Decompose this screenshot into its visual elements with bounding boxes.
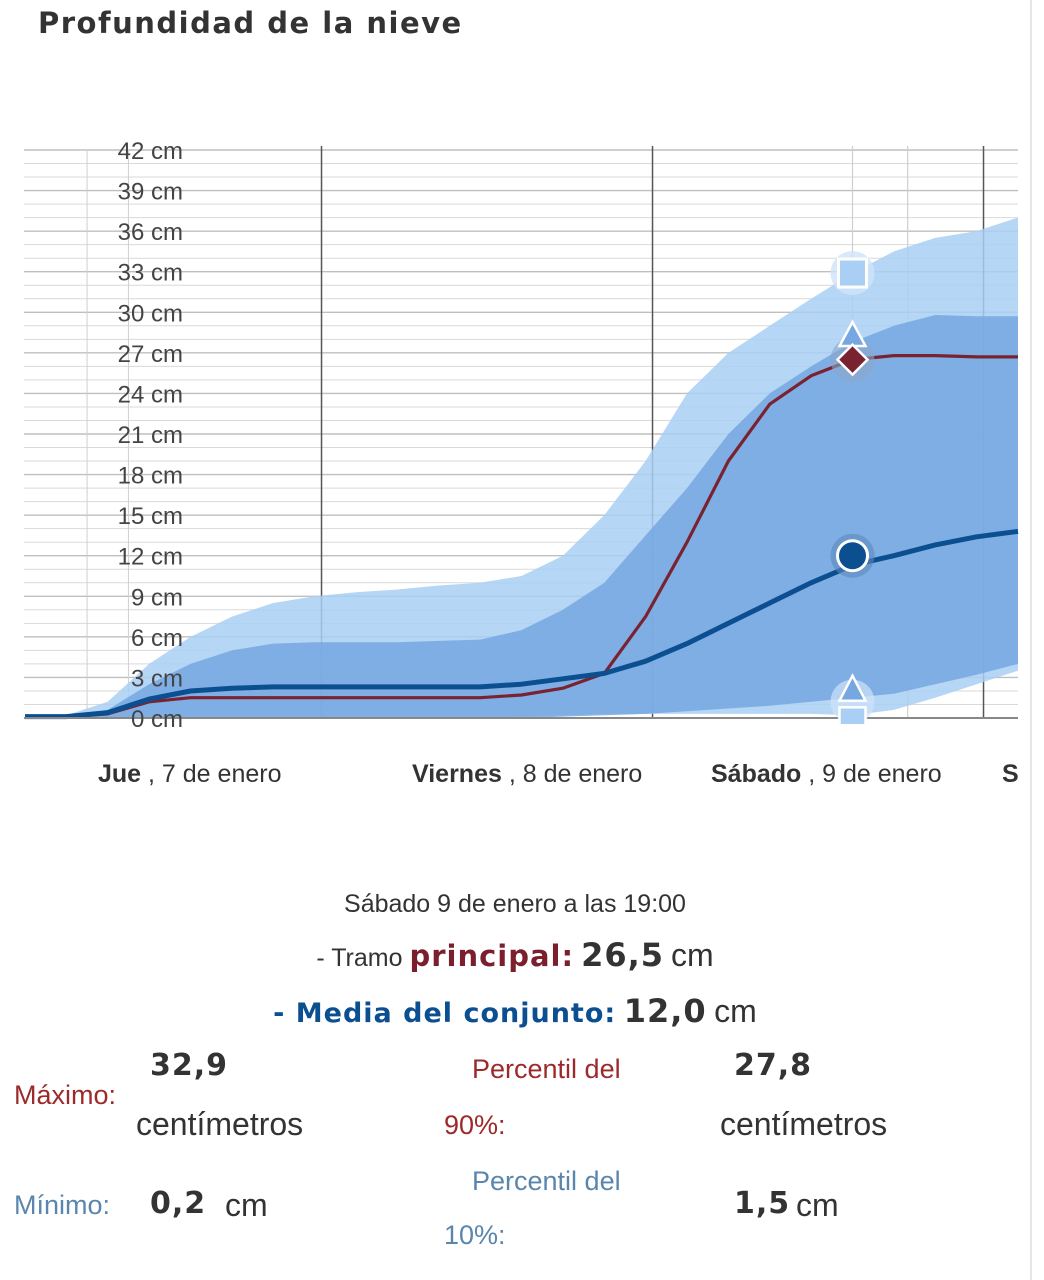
max-value: 32,9	[150, 1048, 229, 1083]
day-label: S	[1002, 760, 1019, 788]
main-run-prefix: - Tramo	[316, 944, 410, 972]
p90-unit: centímetros	[720, 1106, 888, 1142]
max-label: Máximo:	[14, 1080, 117, 1110]
y-tick-label: 9 cm	[131, 584, 183, 611]
main-run-readout: - Tramo principal: 26,5 cm	[0, 936, 1030, 974]
x-axis-day-labels: Jue , 7 de enero Viernes , 8 de enero Sába…	[98, 760, 1019, 788]
min-value: 0,2	[150, 1186, 207, 1221]
p90-value: 27,8	[734, 1048, 813, 1083]
day-label: Jue , 7 de enero	[98, 760, 281, 788]
y-tick-label: 0 cm	[131, 706, 183, 733]
min-marker	[838, 706, 867, 727]
min-unit: cm	[225, 1187, 268, 1223]
p10-marker	[837, 673, 868, 702]
y-tick-label: 27 cm	[118, 341, 183, 368]
y-tick-label: 33 cm	[118, 260, 183, 287]
p10-value: 1,5	[734, 1186, 791, 1221]
y-tick-label: 15 cm	[118, 503, 183, 530]
p10-label-line2: 10%:	[444, 1220, 506, 1250]
main-run-unit: cm	[670, 937, 714, 973]
mean-marker	[836, 539, 869, 573]
y-tick-label: 39 cm	[118, 179, 183, 206]
main-run-value: 26,5	[581, 936, 665, 974]
p90-label-line1: Percentil del	[472, 1054, 621, 1084]
right-border	[1030, 0, 1032, 1280]
y-tick-label: 6 cm	[131, 625, 183, 652]
ensemble-mean-unit: cm	[714, 993, 757, 1029]
main-run-name: principal:	[409, 939, 575, 973]
y-tick-label: 24 cm	[118, 381, 183, 408]
y-axis-ticks: 0 cm 3 cm 6 cm 9 cm 12 cm 15 cm 18 cm 21 cm 24 c…	[118, 138, 183, 733]
max-marker	[837, 257, 868, 289]
chart-title: Profundidad de la nieve	[38, 6, 463, 40]
hover-markers	[830, 251, 875, 727]
ensemble-mean-value: 12,0	[623, 992, 707, 1030]
y-tick-label: 3 cm	[131, 665, 183, 692]
min-label: Mínimo:	[14, 1190, 111, 1220]
y-tick-label: 12 cm	[118, 544, 183, 571]
y-tick-label: 18 cm	[118, 463, 183, 490]
p10-label-line1: Percentil del	[472, 1166, 621, 1196]
chart-bands	[25, 217, 1018, 718]
p10-unit: cm	[796, 1187, 839, 1223]
main-marker	[835, 342, 870, 377]
y-tick-label: 21 cm	[118, 422, 183, 449]
y-tick-label: 30 cm	[118, 300, 183, 327]
y-tick-label: 42 cm	[118, 138, 183, 165]
max-unit: centímetros	[136, 1106, 304, 1142]
hover-timestamp: Sábado 9 de enero a las 19:00	[344, 890, 686, 918]
day-label: Sábado , 9 de enero	[711, 760, 942, 788]
day-label: Viernes , 8 de enero	[412, 760, 642, 788]
ensemble-mean-name: - Media del conjunto:	[273, 998, 617, 1029]
snow-depth-chart[interactable]: 0 cm 3 cm 6 cm 9 cm 12 cm 15 cm 18 cm 21 cm 24 c…	[0, 120, 1030, 800]
y-tick-label: 36 cm	[118, 219, 183, 246]
p90-label-line2: 90%:	[444, 1110, 506, 1140]
ensemble-mean-readout: - Media del conjunto: 12,0 cm	[0, 992, 1030, 1030]
percentile-band	[25, 315, 1018, 718]
